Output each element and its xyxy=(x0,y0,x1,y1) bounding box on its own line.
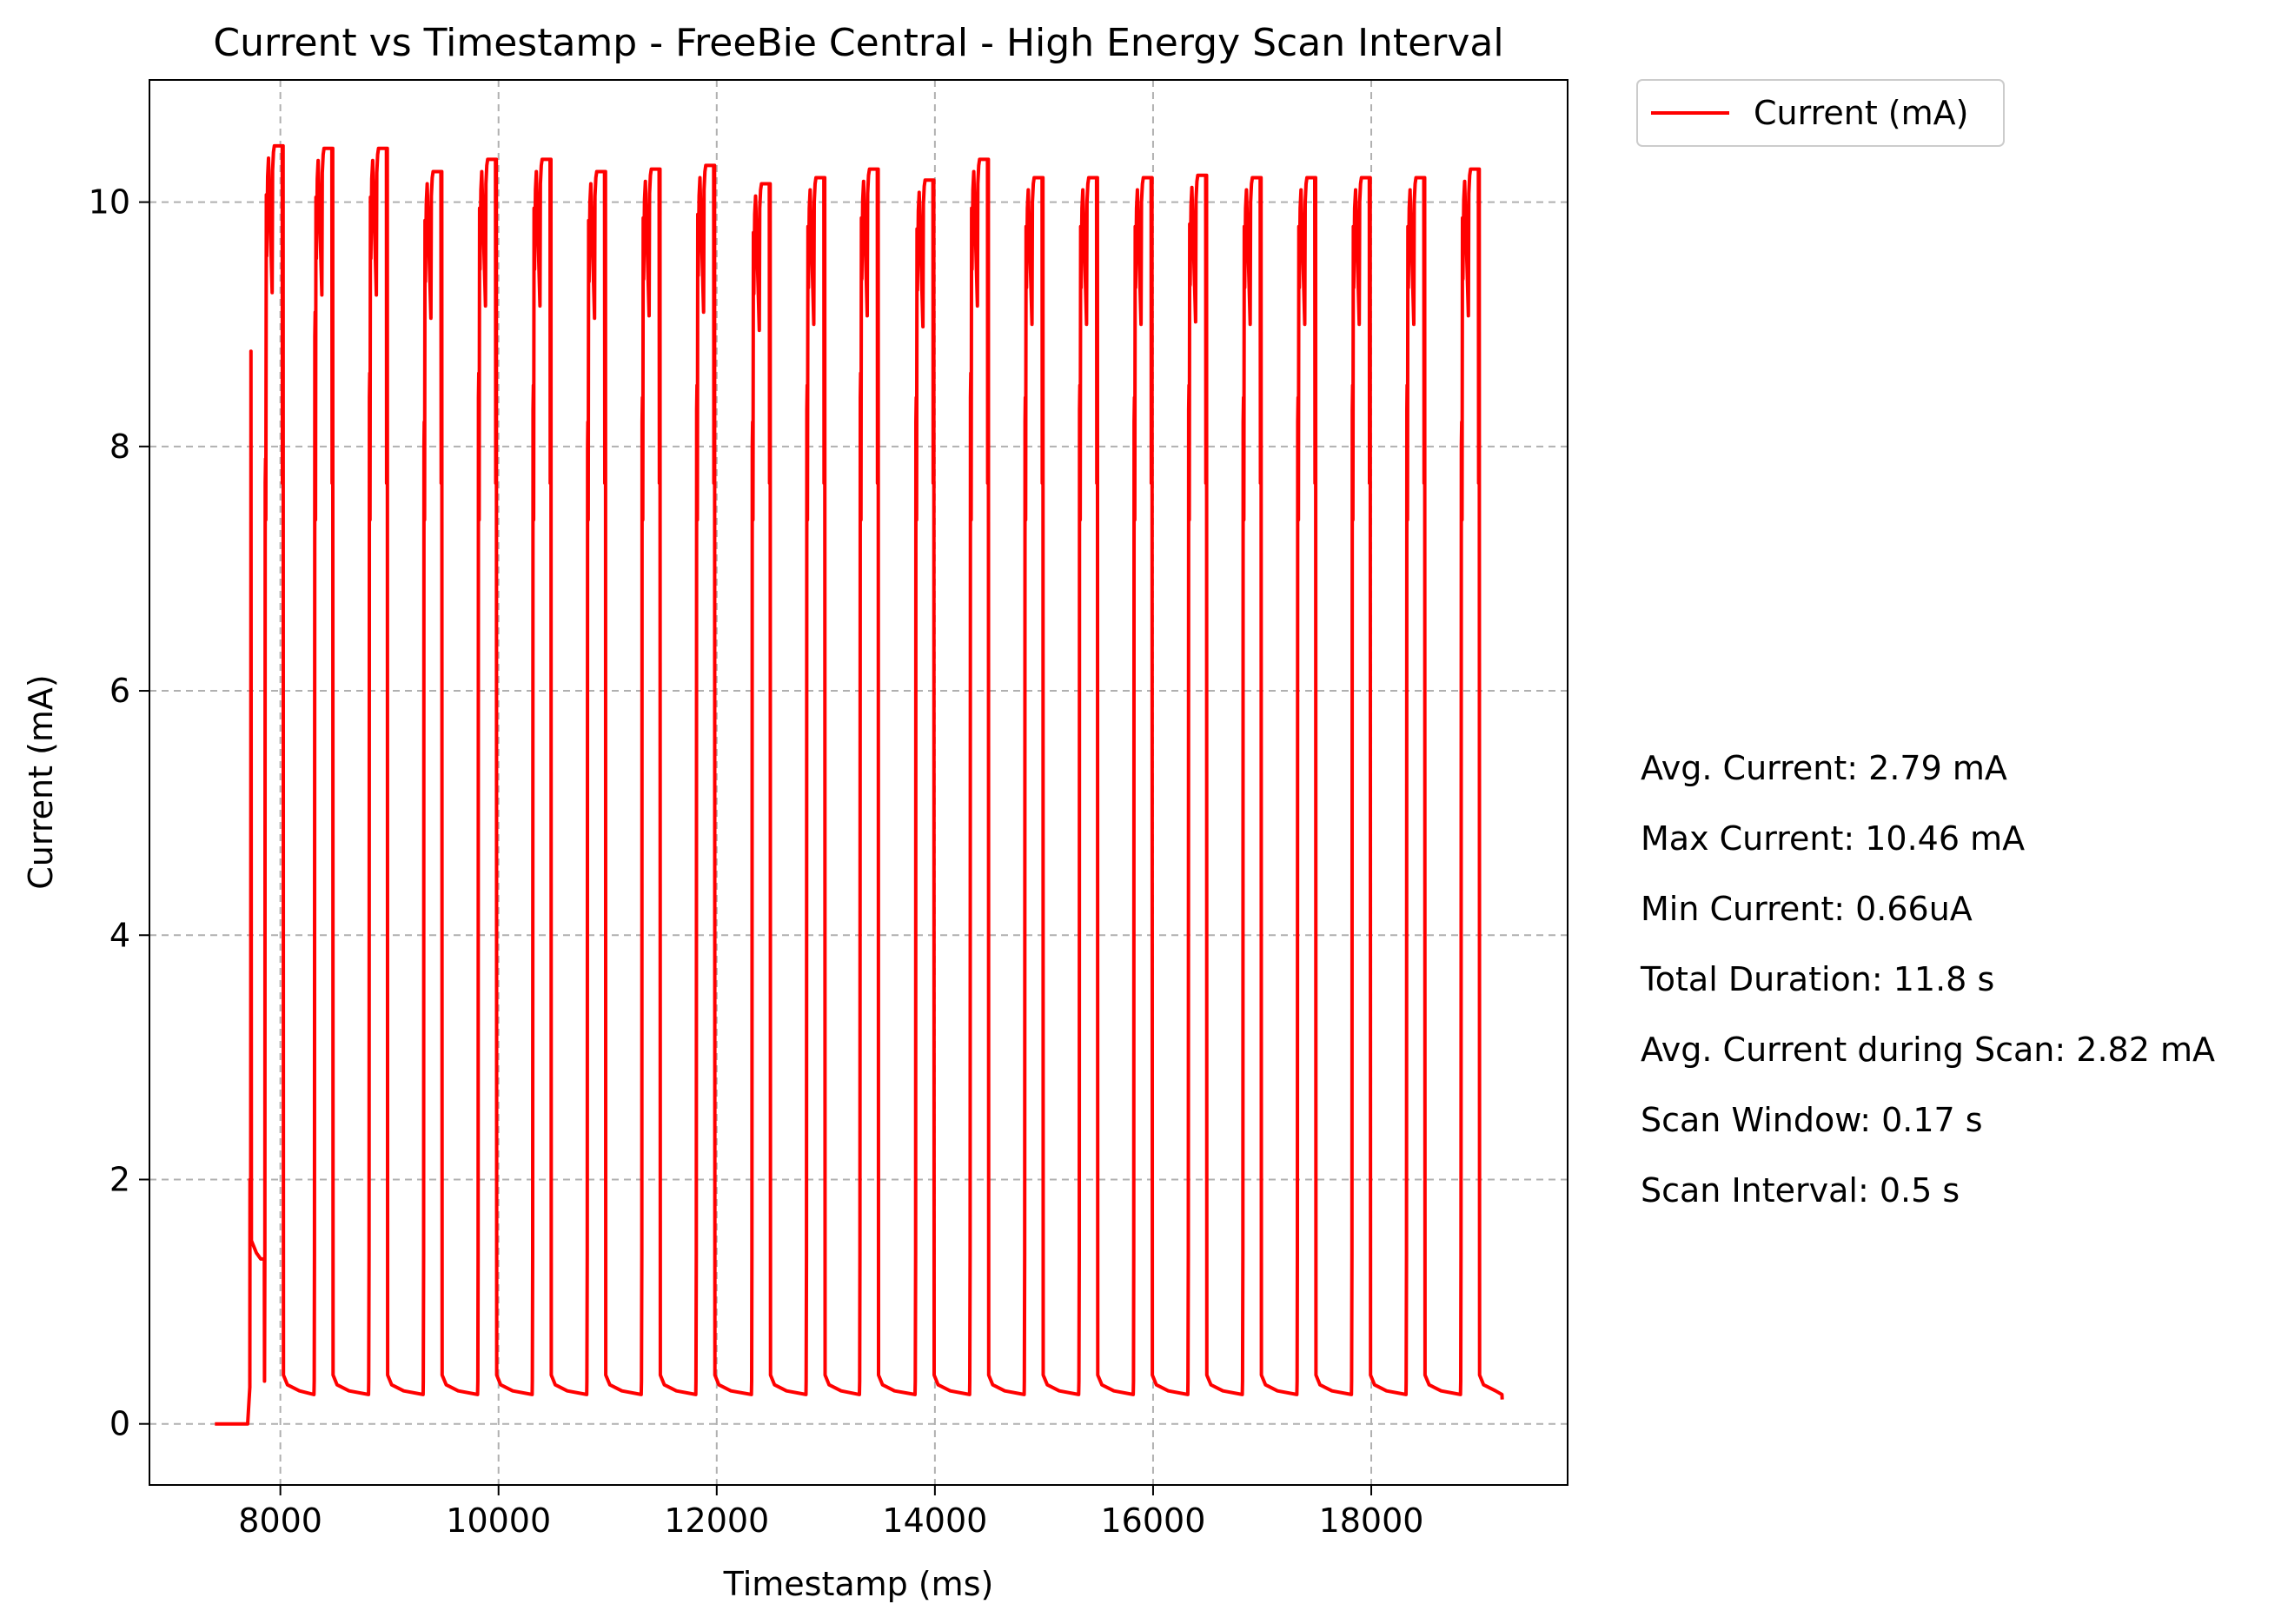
y-axis: 0 2 4 6 8 10 xyxy=(89,183,149,1443)
x-tick-label: 8000 xyxy=(238,1501,322,1540)
y-tick-label: 10 xyxy=(89,183,130,222)
y-tick-label: 4 xyxy=(109,916,130,954)
y-tick-label: 0 xyxy=(109,1405,130,1443)
y-tick-label: 2 xyxy=(109,1160,130,1198)
stat-max-current: Max Current: 10.46 mA xyxy=(1641,819,2026,858)
y-axis-label: Current (mA) xyxy=(22,674,60,889)
x-tick-label: 10000 xyxy=(446,1501,551,1540)
x-axis-label: Timestamp (ms) xyxy=(723,1565,994,1603)
series-line-current xyxy=(215,143,1504,1426)
stat-total-duration: Total Duration: 11.8 s xyxy=(1641,960,1995,998)
x-tick-label: 14000 xyxy=(882,1501,987,1540)
stat-scan-interval: Scan Interval: 0.5 s xyxy=(1641,1171,1960,1210)
x-tick-label: 16000 xyxy=(1101,1501,1206,1540)
plot-border xyxy=(149,79,1568,1486)
legend-box xyxy=(1636,79,2005,147)
chart-title: Current vs Timestamp - FreeBie Central -… xyxy=(213,21,1503,65)
x-tick-label: 18000 xyxy=(1319,1501,1424,1540)
y-tick-label: 8 xyxy=(109,428,130,466)
stat-scan-window: Scan Window: 0.17 s xyxy=(1641,1101,1983,1139)
series-current xyxy=(215,143,1504,1426)
stat-min-current: Min Current: 0.66uA xyxy=(1641,890,1973,928)
legend: Current (mA) xyxy=(1636,79,2005,147)
x-tick-label: 12000 xyxy=(664,1501,769,1540)
y-tick-label: 6 xyxy=(109,672,130,710)
legend-label: Current (mA) xyxy=(1754,94,1968,132)
stat-avg-current: Avg. Current: 2.79 mA xyxy=(1641,749,2007,787)
stat-avg-current-scan: Avg. Current during Scan: 2.82 mA xyxy=(1641,1031,2215,1069)
x-axis: 8000 10000 12000 14000 16000 18000 xyxy=(238,1485,1423,1540)
